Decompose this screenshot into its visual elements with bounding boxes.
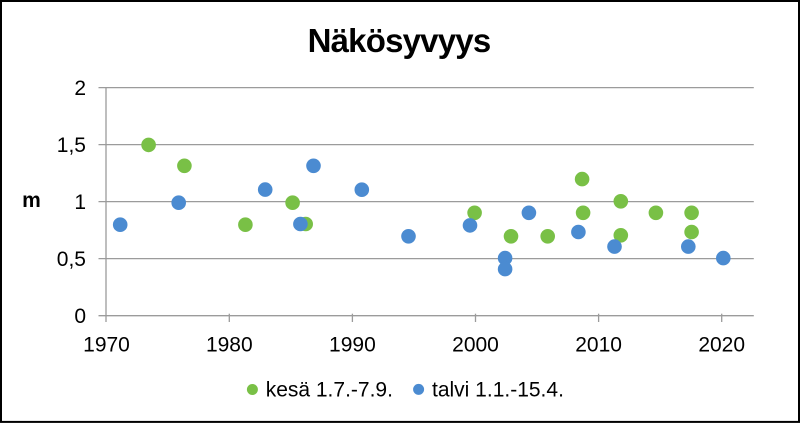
svg-text:1980: 1980 <box>206 334 253 357</box>
svg-text:talvi 1.1.-15.4.: talvi 1.1.-15.4. <box>432 379 564 402</box>
svg-text:1,5: 1,5 <box>57 134 86 157</box>
svg-text:1: 1 <box>74 191 86 214</box>
svg-text:2000: 2000 <box>452 334 499 357</box>
svg-text:2020: 2020 <box>698 334 745 357</box>
svg-text:1970: 1970 <box>83 334 130 357</box>
svg-text:Näkösyvyys: Näkösyvyys <box>308 22 491 59</box>
svg-text:m: m <box>22 189 41 212</box>
svg-text:0: 0 <box>74 305 86 328</box>
svg-text:kesä 1.7.-7.9.: kesä 1.7.-7.9. <box>266 379 393 402</box>
svg-text:2: 2 <box>74 77 86 100</box>
svg-text:1990: 1990 <box>329 334 376 357</box>
svg-text:2010: 2010 <box>575 334 622 357</box>
svg-text:0,5: 0,5 <box>57 248 86 271</box>
